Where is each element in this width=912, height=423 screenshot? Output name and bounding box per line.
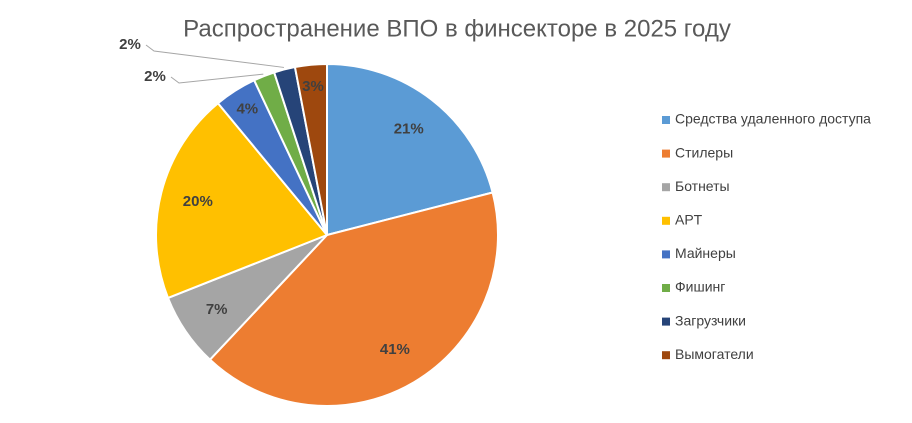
data-label: 4% xyxy=(236,100,258,117)
data-label: 3% xyxy=(302,78,324,95)
legend-label: Средства удаленного доступа xyxy=(675,111,871,127)
legend-swatch xyxy=(662,250,670,259)
leader-line xyxy=(170,73,264,84)
data-label: 2% xyxy=(119,36,141,53)
data-label: 21% xyxy=(394,121,424,138)
legend-swatch xyxy=(662,183,670,192)
legend-swatch xyxy=(662,284,670,292)
pie-slice xyxy=(293,62,328,236)
legend-swatch xyxy=(662,149,670,158)
pie-slice xyxy=(326,62,494,237)
data-label: 2% xyxy=(144,68,166,85)
legend-swatch xyxy=(662,116,670,124)
legend-swatch xyxy=(662,317,670,326)
legend-label: Фишинг xyxy=(675,279,725,295)
legend-swatch xyxy=(662,216,670,225)
chart-title: Распространение ВПО в финсекторе в 2025 … xyxy=(183,15,731,42)
pie-slice xyxy=(208,191,500,408)
legend-label: Загрузчики xyxy=(675,312,746,328)
legend-label: Вымогатели xyxy=(675,346,754,362)
legend-label: APT xyxy=(675,212,703,228)
data-label: 20% xyxy=(183,193,213,210)
pie-slice xyxy=(155,101,329,300)
leader-line xyxy=(145,44,285,68)
data-label: 7% xyxy=(206,301,228,318)
data-label: 41% xyxy=(380,341,410,358)
legend-label: Майнеры xyxy=(675,245,736,261)
legend-label: Стилеры xyxy=(675,144,733,160)
legend-label: Ботнеты xyxy=(675,178,730,194)
legend-swatch xyxy=(662,351,670,360)
